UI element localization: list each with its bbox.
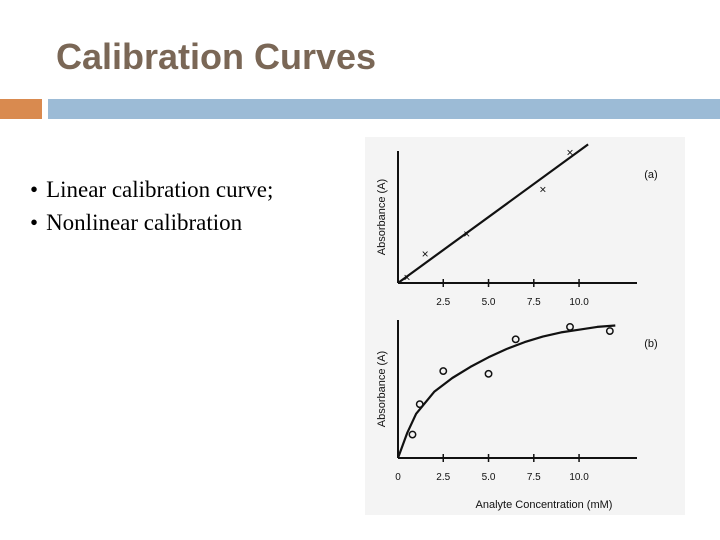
data-point: × — [539, 182, 546, 196]
data-point — [415, 400, 424, 409]
fit-line — [397, 143, 589, 284]
origin-label: 0 — [395, 472, 401, 483]
bullet-list: Linear calibration curve; Nonlinear cali… — [30, 173, 273, 239]
x-tick-label: 5.0 — [482, 297, 496, 308]
panel-b: 2.5 5.0 7.5 10.0 0 Absorbance (A) (b) Analyte C… — [376, 320, 658, 511]
slide-title: Calibration Curves — [56, 36, 377, 77]
panel-label: (b) — [644, 338, 657, 350]
y-axis-label: Absorbance (A) — [376, 351, 388, 427]
title-accent-block — [0, 99, 42, 119]
panel-a: 2.5 5.0 7.5 10.0 Absorbance (A) (a) × × × × × — [376, 143, 658, 308]
x-tick-label: 5.0 — [482, 472, 496, 483]
fit-curve — [396, 324, 616, 459]
data-point — [511, 335, 520, 344]
calibration-figure: 2.5 5.0 7.5 10.0 Absorbance (A) (a) × × × × × 2.5 5… — [365, 137, 685, 515]
x-tick-label: 7.5 — [527, 472, 541, 483]
calibration-chart: 2.5 5.0 7.5 10.0 Absorbance (A) (a) × × × × × 2.5 5… — [365, 137, 685, 515]
x-tick-label: 7.5 — [527, 297, 541, 308]
y-axis-label: Absorbance (A) — [376, 179, 388, 255]
bullet-item: Linear calibration curve; — [30, 173, 273, 206]
data-point — [439, 367, 448, 376]
x-axis-label: Analyte Concentration (mM) — [476, 499, 613, 511]
data-point: × — [566, 145, 573, 159]
data-point: × — [422, 247, 429, 261]
x-tick-label: 10.0 — [569, 297, 589, 308]
x-tick-label: 2.5 — [436, 472, 450, 483]
data-point — [566, 322, 574, 331]
data-point — [408, 430, 417, 439]
bullet-item: Nonlinear calibration — [30, 206, 273, 239]
x-tick-label: 2.5 — [436, 297, 450, 308]
data-point — [484, 369, 493, 378]
data-point: × — [404, 271, 411, 285]
data-point: × — [463, 227, 470, 241]
panel-label: (a) — [644, 169, 657, 181]
figure-background — [365, 137, 685, 515]
title-accent-bar — [48, 99, 720, 119]
data-point — [605, 327, 614, 335]
x-tick-label: 10.0 — [569, 472, 589, 483]
